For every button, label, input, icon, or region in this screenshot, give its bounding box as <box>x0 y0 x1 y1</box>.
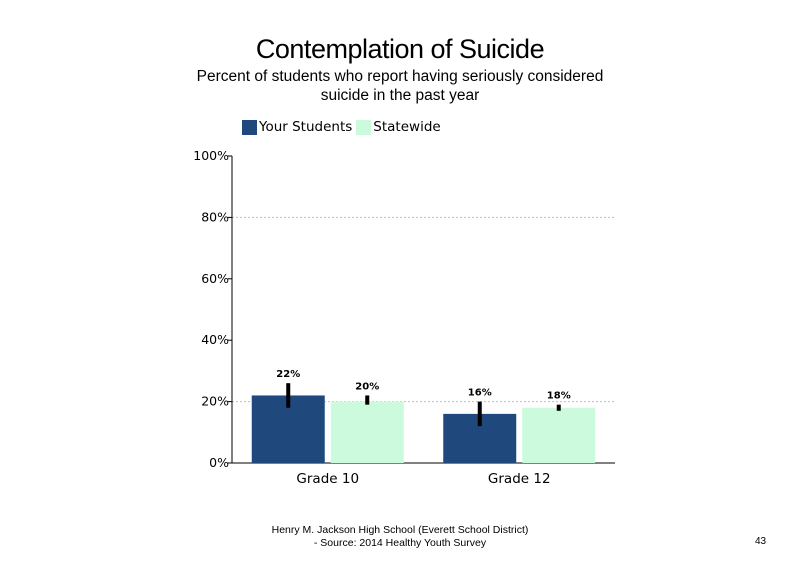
source-footer: Henry M. Jackson High School (Everett Sc… <box>200 524 600 550</box>
y-tick-label: 80% <box>201 209 229 224</box>
y-tick-label: 20% <box>201 394 229 409</box>
y-tick-label: 0% <box>209 455 229 470</box>
footer-source: - Source: 2014 Healthy Youth Survey <box>313 537 487 549</box>
y-tick-label: 100% <box>193 148 229 163</box>
data-label: 16% <box>468 388 492 399</box>
footer-school: Henry M. Jackson High School (Everett Sc… <box>271 524 529 536</box>
bar <box>330 401 404 463</box>
legend-label-statewide: Statewide <box>373 119 441 135</box>
page-number: 43 <box>755 536 767 547</box>
x-category-label: Grade 10 <box>296 471 359 487</box>
data-labels: 22% 20% 16% 18% <box>276 369 570 401</box>
legend-item-statewide: Statewide <box>356 119 441 135</box>
chart-title: Contemplation of Suicide <box>255 34 545 64</box>
legend-swatch-your-students <box>242 119 257 135</box>
bars <box>251 395 596 463</box>
data-label: 18% <box>547 391 571 402</box>
legend: Your Students Statewide <box>242 118 445 136</box>
chart-subtitle: Percent of students who report having se… <box>196 68 604 104</box>
legend-label-your-students: Your Students <box>259 119 353 135</box>
data-label: 20% <box>355 381 379 392</box>
y-tick-label: 40% <box>201 332 229 347</box>
bar <box>522 407 596 463</box>
axes: 0% 20% 40% 60% 80% 100% Grade 10 Grade 12 <box>193 148 615 487</box>
legend-swatch-statewide <box>356 119 372 135</box>
error-bars <box>286 383 561 427</box>
x-category-label: Grade 12 <box>488 471 551 487</box>
y-tick-label: 60% <box>201 271 229 286</box>
legend-item-your-students: Your Students <box>242 119 352 135</box>
data-label: 22% <box>276 369 300 380</box>
